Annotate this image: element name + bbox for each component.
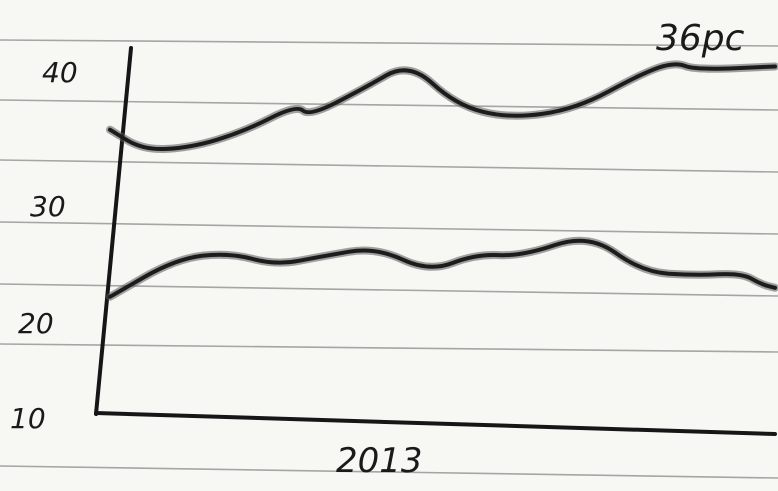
ruled-line — [0, 99, 778, 111]
ruled-line — [0, 221, 778, 235]
ruled-line — [0, 343, 778, 353]
y-axis-line — [94, 46, 133, 416]
ruled-line — [0, 465, 778, 479]
x-axis-label: 2013 — [336, 441, 423, 481]
y-tick-label-10: 10 — [10, 402, 46, 435]
ruled-line — [0, 39, 778, 47]
series-1-line — [108, 62, 777, 152]
y-tick-label-20: 20 — [18, 307, 54, 340]
annotation-label: 36pc — [656, 18, 745, 59]
series-1-marker-stroke — [106, 60, 778, 154]
y-tick-label-30: 30 — [30, 190, 66, 223]
ruled-line — [0, 159, 778, 173]
series-2-marker-stroke — [106, 236, 778, 301]
series-layer — [106, 60, 778, 301]
x-axis-line — [94, 411, 777, 436]
y-tick-label-40: 40 — [42, 56, 78, 89]
series-2-line — [108, 238, 777, 299]
